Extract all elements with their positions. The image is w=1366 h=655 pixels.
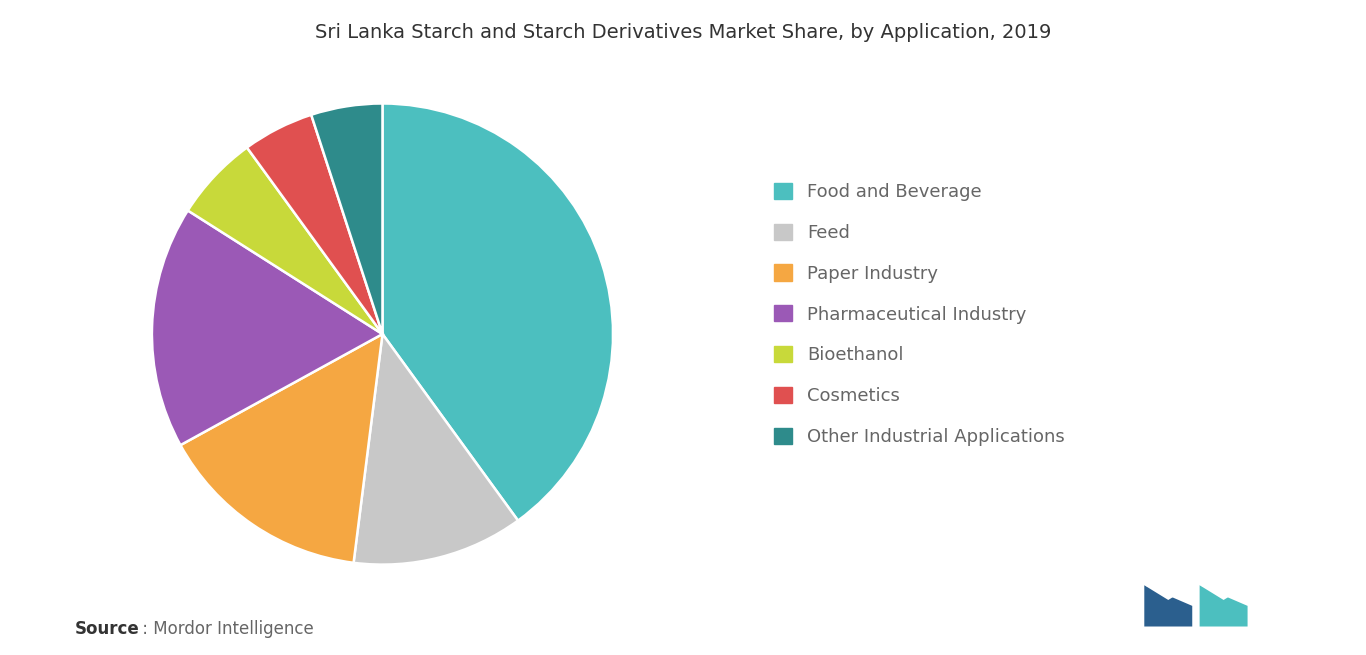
Wedge shape [311, 103, 382, 334]
Wedge shape [247, 115, 382, 334]
Wedge shape [180, 334, 382, 563]
Legend: Food and Beverage, Feed, Paper Industry, Pharmaceutical Industry, Bioethanol, Co: Food and Beverage, Feed, Paper Industry,… [768, 176, 1072, 453]
Text: : Mordor Intelligence: : Mordor Intelligence [137, 620, 313, 638]
Polygon shape [1145, 586, 1193, 626]
Polygon shape [1199, 586, 1247, 600]
Wedge shape [382, 103, 613, 521]
Polygon shape [1145, 586, 1193, 600]
Wedge shape [152, 210, 382, 445]
Text: Source: Source [75, 620, 139, 638]
Wedge shape [354, 334, 518, 565]
Wedge shape [187, 147, 382, 334]
Polygon shape [1199, 586, 1247, 626]
Text: Sri Lanka Starch and Starch Derivatives Market Share, by Application, 2019: Sri Lanka Starch and Starch Derivatives … [314, 23, 1052, 43]
